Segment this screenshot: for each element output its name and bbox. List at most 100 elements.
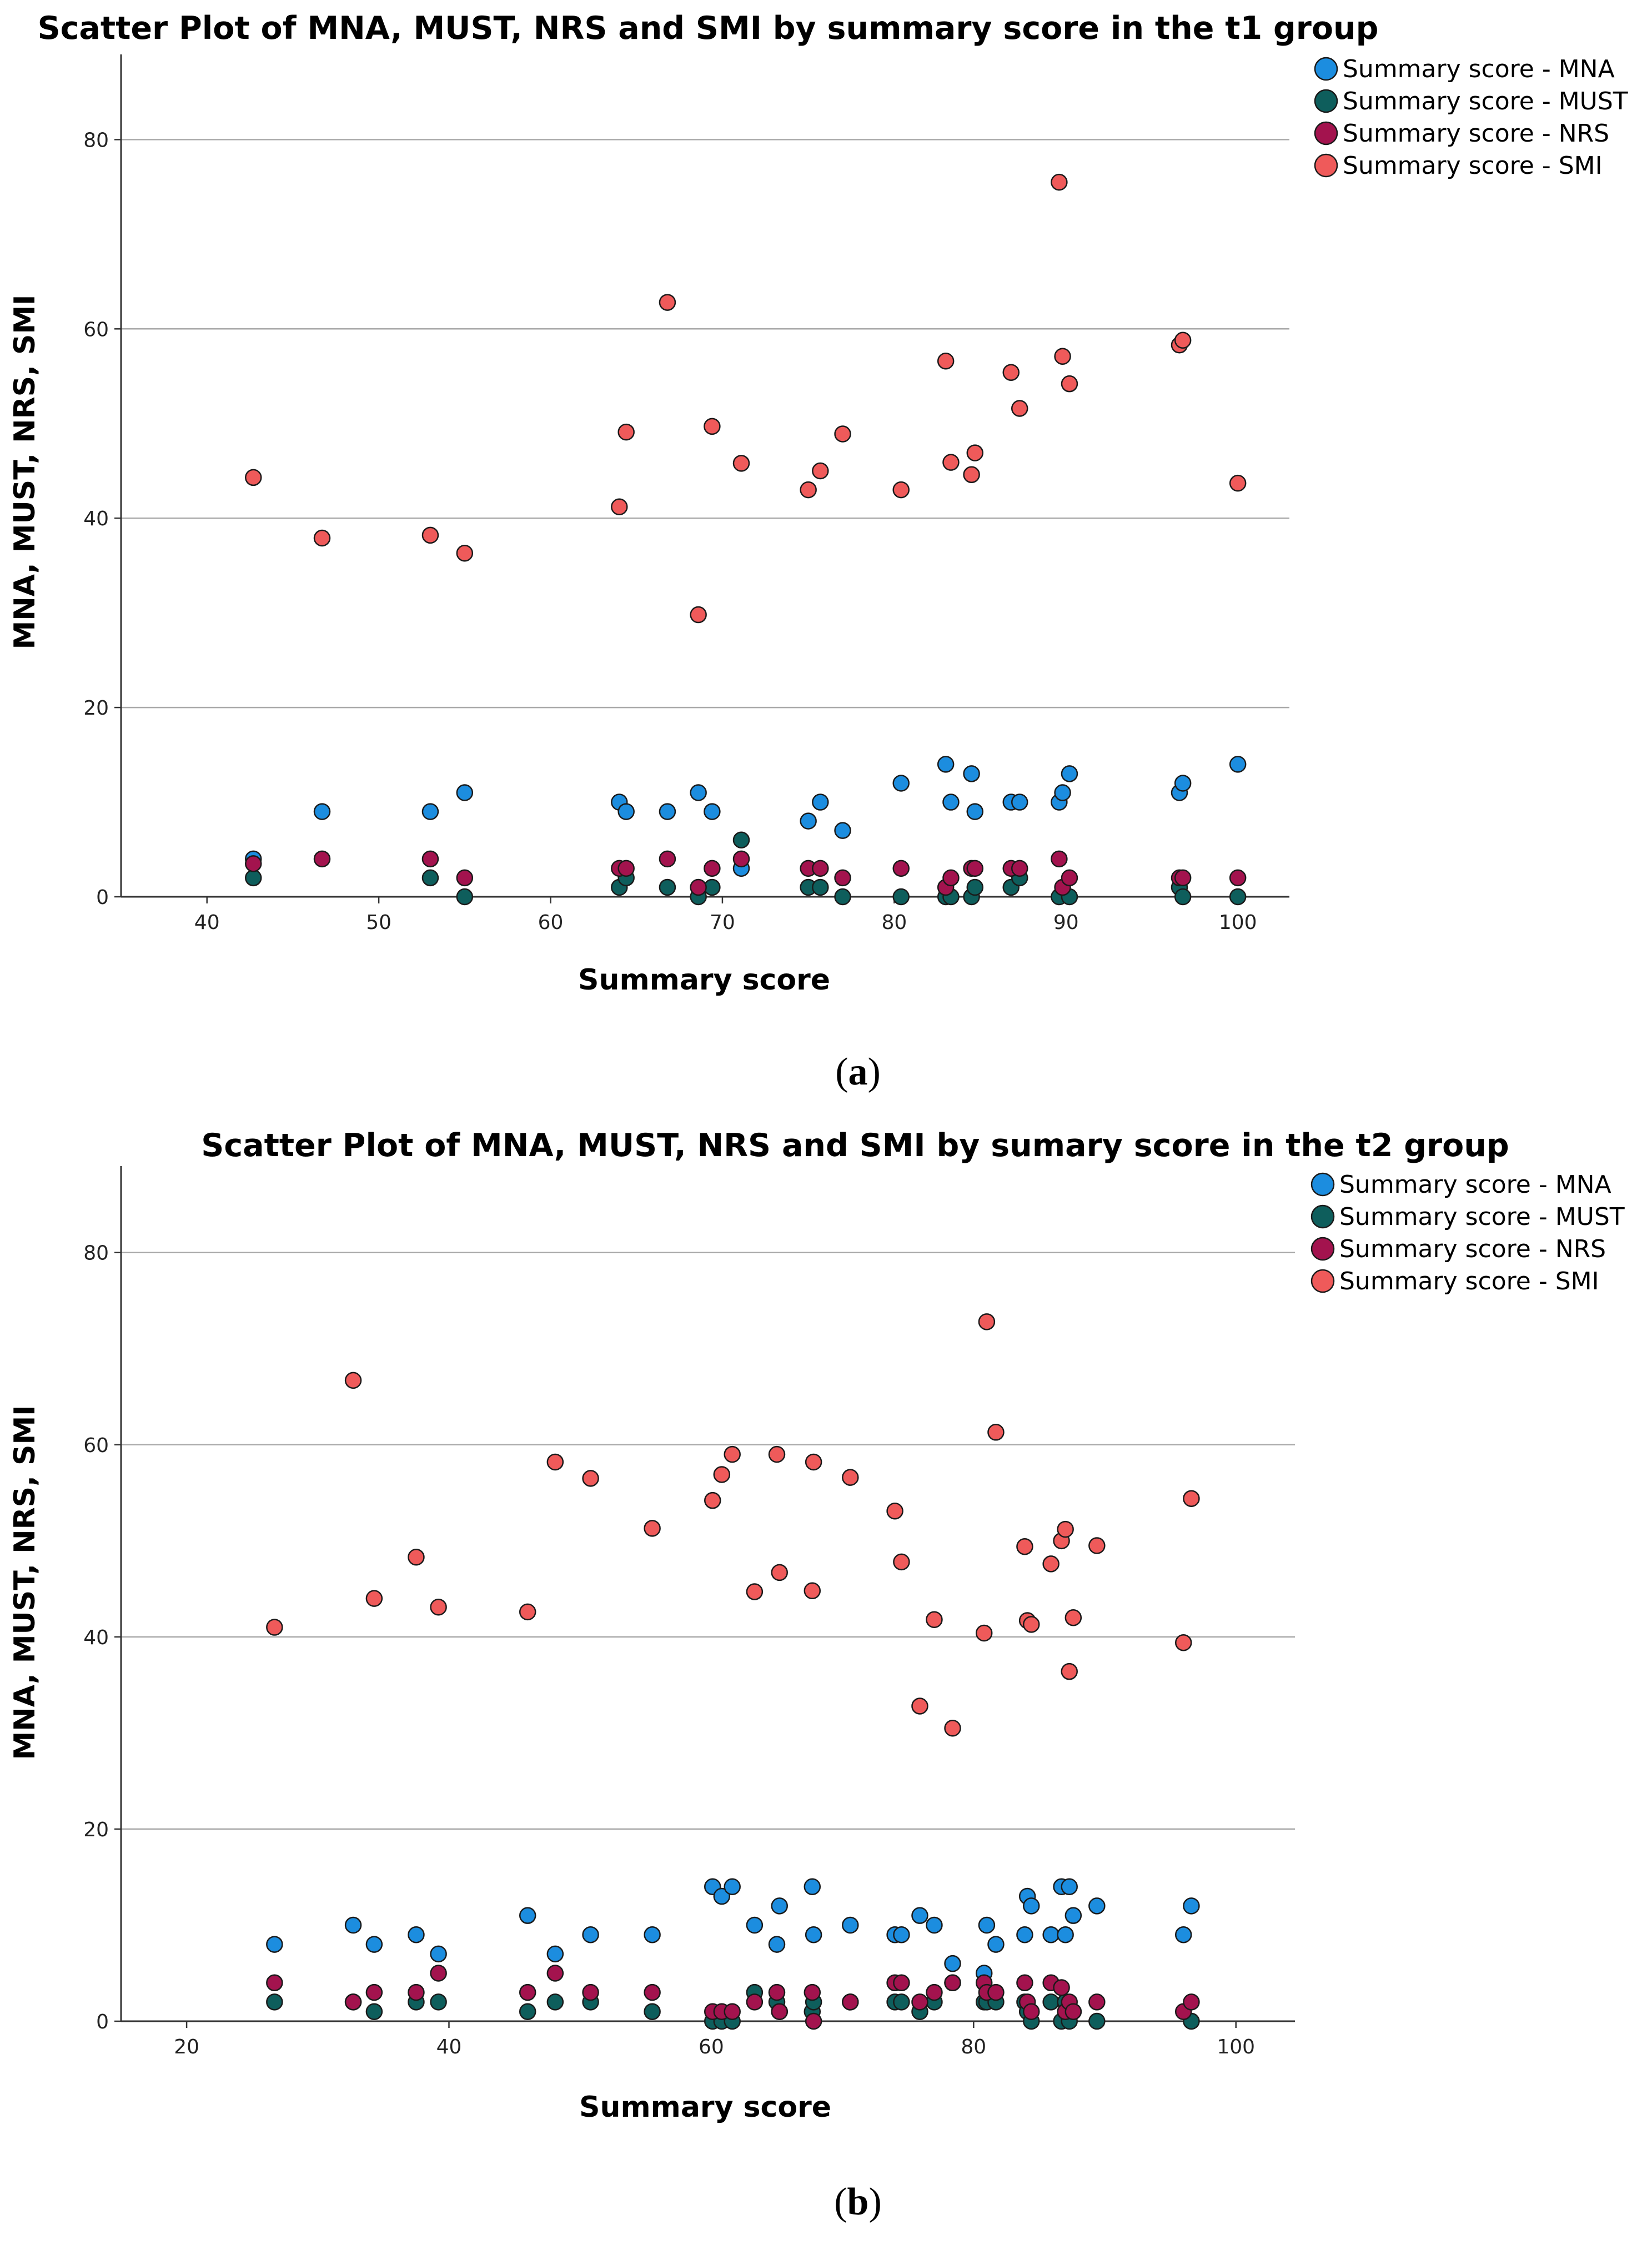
- legend-label: Summary score - SMI: [1343, 152, 1603, 180]
- data-point: [768, 1445, 786, 1463]
- data-point: [886, 1502, 903, 1520]
- legend-label: Summary score - NRS: [1339, 1235, 1606, 1263]
- data-point: [771, 1897, 788, 1915]
- data-point: [519, 1907, 536, 1924]
- data-point: [456, 784, 474, 801]
- data-point: [690, 878, 707, 896]
- data-point: [344, 1916, 362, 1934]
- data-point: [1042, 1993, 1060, 2011]
- data-point: [1229, 869, 1247, 887]
- data-point: [582, 1983, 599, 2001]
- data-point: [966, 878, 984, 896]
- y-tick-label: 40: [83, 508, 109, 530]
- data-point: [834, 425, 851, 443]
- legend-label: Summary score - MNA: [1339, 1171, 1611, 1199]
- chart-b-title: Scatter Plot of MNA, MUST, NRS and SMI b…: [201, 1127, 1509, 1164]
- y-tick-label: 0: [96, 886, 109, 909]
- y-tick-label: 80: [83, 1242, 109, 1265]
- data-point: [804, 1878, 821, 1896]
- data-point: [430, 1965, 447, 1982]
- data-point: [408, 1983, 425, 2001]
- data-point: [519, 2003, 536, 2020]
- data-point: [911, 1993, 928, 2011]
- legend-marker: [1310, 1269, 1335, 1293]
- chart-b-ylabel: MNA, MUST, NRS, SMI: [8, 1405, 42, 1760]
- data-point: [266, 1974, 283, 1992]
- chart-a-title: Scatter Plot of MNA, MUST, NRS and SMI b…: [38, 10, 1379, 47]
- x-tick-label: 100: [1217, 2036, 1255, 2058]
- data-point: [1061, 869, 1078, 887]
- data-point: [911, 1697, 928, 1715]
- data-point: [659, 803, 676, 820]
- y-tick-label: 60: [83, 1434, 109, 1457]
- data-point: [244, 855, 262, 872]
- data-point: [365, 1590, 383, 1607]
- data-point: [937, 756, 955, 773]
- data-point: [1174, 869, 1192, 887]
- data-point: [365, 1936, 383, 1953]
- data-point: [266, 1936, 283, 1953]
- data-point: [966, 860, 984, 877]
- data-point: [344, 1372, 362, 1389]
- y-tick-label: 40: [83, 1626, 109, 1649]
- data-point: [456, 545, 474, 562]
- data-point: [582, 1926, 599, 1943]
- data-point: [421, 850, 439, 868]
- data-point: [834, 869, 851, 887]
- data-point: [313, 529, 331, 547]
- data-point: [911, 1907, 928, 1924]
- data-point: [456, 869, 474, 887]
- data-point: [1051, 850, 1068, 868]
- data-point: [768, 1936, 786, 1953]
- data-point: [546, 1993, 564, 2011]
- data-point: [659, 850, 676, 868]
- data-point: [937, 353, 955, 370]
- chart-a-xlabel: Summary score: [578, 963, 830, 997]
- legend-marker: [1314, 153, 1338, 178]
- data-point: [659, 294, 676, 311]
- data-point: [1011, 793, 1028, 811]
- data-point: [430, 1993, 447, 2011]
- data-point: [244, 869, 262, 887]
- data-point: [804, 1983, 821, 2001]
- data-point: [942, 793, 960, 811]
- data-point: [617, 803, 635, 820]
- data-point: [893, 1993, 910, 2011]
- data-point: [987, 1936, 1005, 1953]
- data-point: [944, 1955, 961, 1972]
- series-1: [266, 1878, 1200, 1982]
- chart-b: Scatter Plot of MNA, MUST, NRS and SMI b…: [8, 1127, 1625, 2124]
- data-point: [746, 1583, 764, 1600]
- data-point: [892, 481, 910, 499]
- data-point: [704, 803, 721, 820]
- y-tick-label: 0: [96, 2011, 109, 2033]
- data-point: [266, 1619, 283, 1636]
- data-point: [1088, 1897, 1106, 1915]
- data-point: [804, 1582, 821, 1600]
- chart-b-gridlines: [121, 1252, 1295, 1830]
- x-tick-label: 20: [174, 2036, 199, 2058]
- data-point: [313, 850, 331, 868]
- data-point: [1174, 332, 1192, 349]
- data-point: [1183, 1490, 1200, 1507]
- data-point: [926, 1916, 943, 1934]
- data-point: [244, 469, 262, 486]
- data-point: [893, 1974, 910, 1992]
- data-point: [892, 888, 910, 906]
- data-point: [842, 1916, 859, 1934]
- legend-marker: [1310, 1237, 1335, 1261]
- data-point: [1011, 400, 1028, 417]
- data-point: [421, 526, 439, 544]
- data-point: [963, 765, 980, 782]
- data-point: [975, 1624, 993, 1642]
- chart-b-ticks: 20 40 60 80 0 20 40 60 80 100: [83, 1242, 1255, 2058]
- chart-a-ticks: 20 40 60 80 0 40 50 60 70 80 90 100: [83, 129, 1257, 934]
- data-point: [812, 860, 829, 877]
- data-point: [456, 888, 474, 906]
- y-tick-label: 60: [83, 318, 109, 341]
- series-4: [244, 173, 1247, 624]
- data-point: [1088, 1993, 1106, 2011]
- data-point: [1042, 1555, 1060, 1573]
- series-3: [244, 850, 1247, 896]
